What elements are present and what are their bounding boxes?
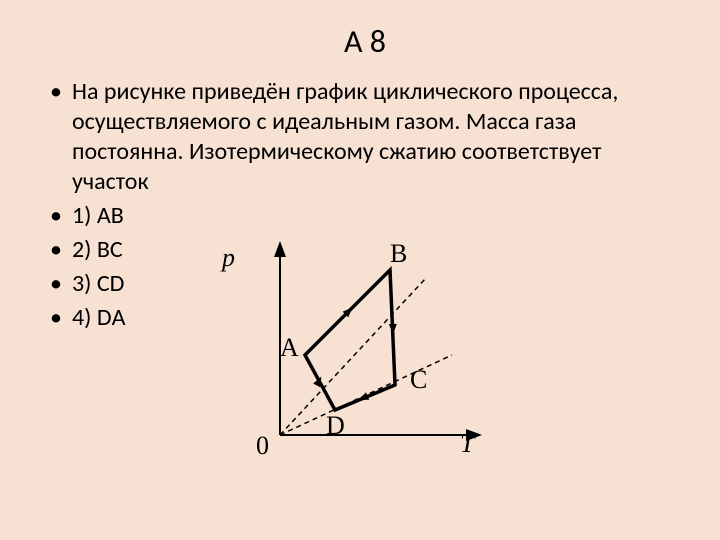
cycle-path (305, 270, 395, 410)
point-d: D (326, 411, 345, 441)
question-text: На рисунке приведён график циклического … (50, 77, 680, 197)
point-c: C (410, 365, 427, 395)
point-b: B (390, 239, 407, 269)
slide-title: А 8 (50, 22, 680, 61)
diagram-svg (230, 235, 490, 465)
point-a: A (280, 333, 299, 363)
axis-label-t: T (460, 429, 474, 459)
origin-label: 0 (256, 431, 269, 461)
pt-diagram: p T 0 A B C D (230, 235, 490, 465)
option-1: 1) АВ (50, 201, 680, 231)
dashed-line-1 (280, 278, 426, 435)
slide: А 8 На рисунке приведён график циклическ… (0, 0, 720, 540)
axis-label-p: p (222, 243, 235, 273)
arrow-bc (389, 324, 397, 334)
